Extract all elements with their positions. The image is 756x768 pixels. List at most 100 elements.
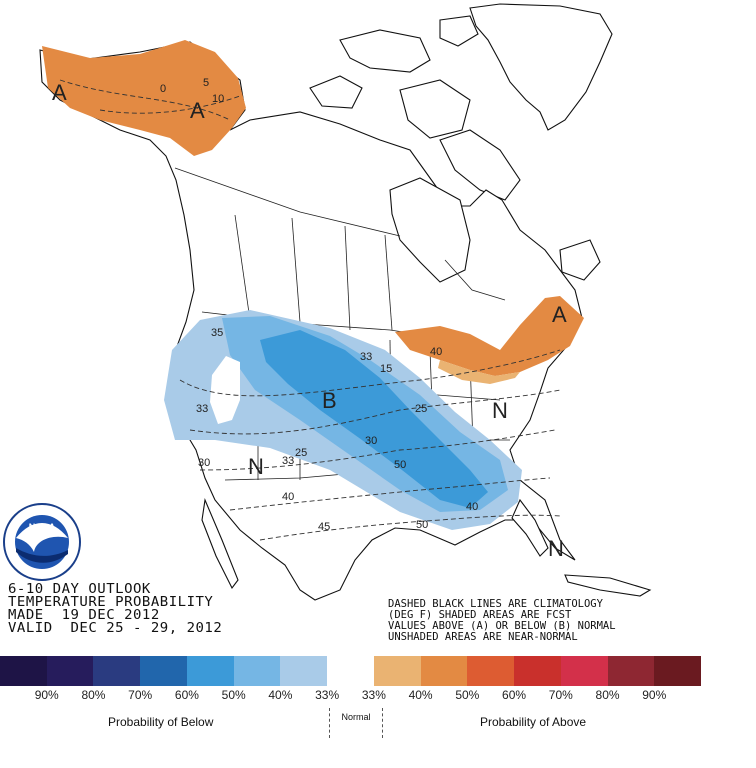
legend-tick-label: 40% [408,688,433,702]
below-label: Probability of Below [108,715,214,729]
contour-label: 40 [282,491,294,503]
interior-unshaded [210,356,240,424]
contour-label: 25 [415,403,427,415]
cuba-outline [564,574,652,597]
region-letter: A [190,98,205,123]
arctic-island-outline [339,29,431,73]
legend-tick-label: 80% [595,688,620,702]
newfoundland-outline [559,239,601,281]
below-normal-shading [164,310,522,530]
above-label: Probability of Above [480,715,587,729]
normal-marker: Normal [329,708,383,738]
legend-swatch [140,656,187,686]
legend-tick-label: 50% [455,688,480,702]
below-60-area [260,330,488,508]
contour-label: 50 [416,519,428,531]
note-line: VALUES ABOVE (A) OR BELOW (B) NORMAL [388,620,616,632]
above-normal-shading [42,40,584,384]
above-40-edge [438,360,520,384]
border-line [344,225,351,331]
contour-label: 45 [318,521,330,533]
legend-swatch [373,656,421,686]
legend-tick-label: 60% [174,688,199,702]
title-line: 6-10 DAY OUTLOOK [8,582,151,597]
border-line [384,234,393,331]
contour-label: 33 [196,403,208,415]
legend-swatch [186,656,234,686]
legend-swatch [654,656,702,686]
legend-tick-label: 70% [128,688,153,702]
region-letter: N [248,454,264,479]
florida-outline [511,498,549,557]
contour-label: 25 [295,447,307,459]
note-line: DASHED BLACK LINES ARE CLIMATOLOGY [388,598,603,610]
climatology-line [259,514,561,541]
region-letter: A [52,80,67,105]
legend-swatch [607,656,655,686]
contour-label: 33 [282,455,294,467]
climatology-line [229,477,551,511]
contour-label: 30 [365,435,377,447]
baja-outline [201,497,239,590]
above-alaska-area [42,40,246,156]
legend-swatch [46,656,94,686]
logo-bird-icon [16,523,68,552]
logo-wave-icon [16,548,68,563]
legend-tick-label: 33% [361,688,386,702]
region-letter: N [548,536,564,561]
climatology-line [199,429,556,471]
contour-label: 30 [198,457,210,469]
legend-tick-label: 50% [221,688,246,702]
climatology-line [189,389,561,435]
note-line: (DEG F) SHADED AREAS ARE FCST [388,609,572,621]
legend-swatch [327,656,374,686]
contour-label: 5 [203,77,209,89]
region-letter: N [492,398,508,423]
outlook-title: 6-10 DAY OUTLOOK TEMPERATURE PROBABILITY… [8,582,308,636]
contour-label: 10 [212,93,224,105]
legend-swatch [560,656,608,686]
legend-swatch [420,656,468,686]
region-letter: B [322,388,337,413]
border-line [234,214,251,321]
climatology-line [99,95,241,114]
map-notes: DASHED BLACK LINES ARE CLIMATOLOGY (DEG … [388,599,753,643]
contour-label: 35 [211,327,223,339]
arctic-island-outline [399,79,471,139]
contour-label: 40 [466,501,478,513]
noaa-logo: NOAA [3,503,81,581]
legend-swatch [93,656,141,686]
region-letter: A [552,302,567,327]
note-line: UNSHADED AREAS ARE NEAR-NORMAL [388,631,578,643]
border-line [291,217,301,323]
title-line: MADE 19 DEC 2012 [8,608,160,623]
legend-tick-label: 60% [502,688,527,702]
normal-label: Normal [341,712,371,722]
legend-swatch [233,656,281,686]
contour-label: 50 [394,459,406,471]
legend-swatch [514,656,561,686]
legend-tick-label: 90% [642,688,667,702]
greenland-outline [469,3,613,131]
title-line: TEMPERATURE PROBABILITY [8,595,214,610]
border-line [444,259,506,301]
legend-swatch [280,656,328,686]
outlook-map: A A B N N A N 5 10 0 35 33 33 15 25 30 5… [3,3,652,601]
contour-label: 0 [160,83,166,95]
probability-legend [0,656,702,686]
hudson-bay-outline [389,177,471,283]
legend-tick-label: 33% [315,688,340,702]
legend-tick-label: 80% [81,688,106,702]
arctic-island-outline [309,75,363,109]
legend-swatch [467,656,515,686]
border-line [174,167,401,237]
arctic-island-outline [439,129,521,201]
above-east-area [395,296,584,376]
legend-swatch [0,656,47,686]
title-line: VALID DEC 25 - 29, 2012 [8,621,223,636]
climatology-contours [59,79,561,541]
contour-label: 33 [360,351,372,363]
contour-label: 15 [380,363,392,375]
climatology-line [59,79,231,121]
legend-tick-label: 90% [34,688,59,702]
